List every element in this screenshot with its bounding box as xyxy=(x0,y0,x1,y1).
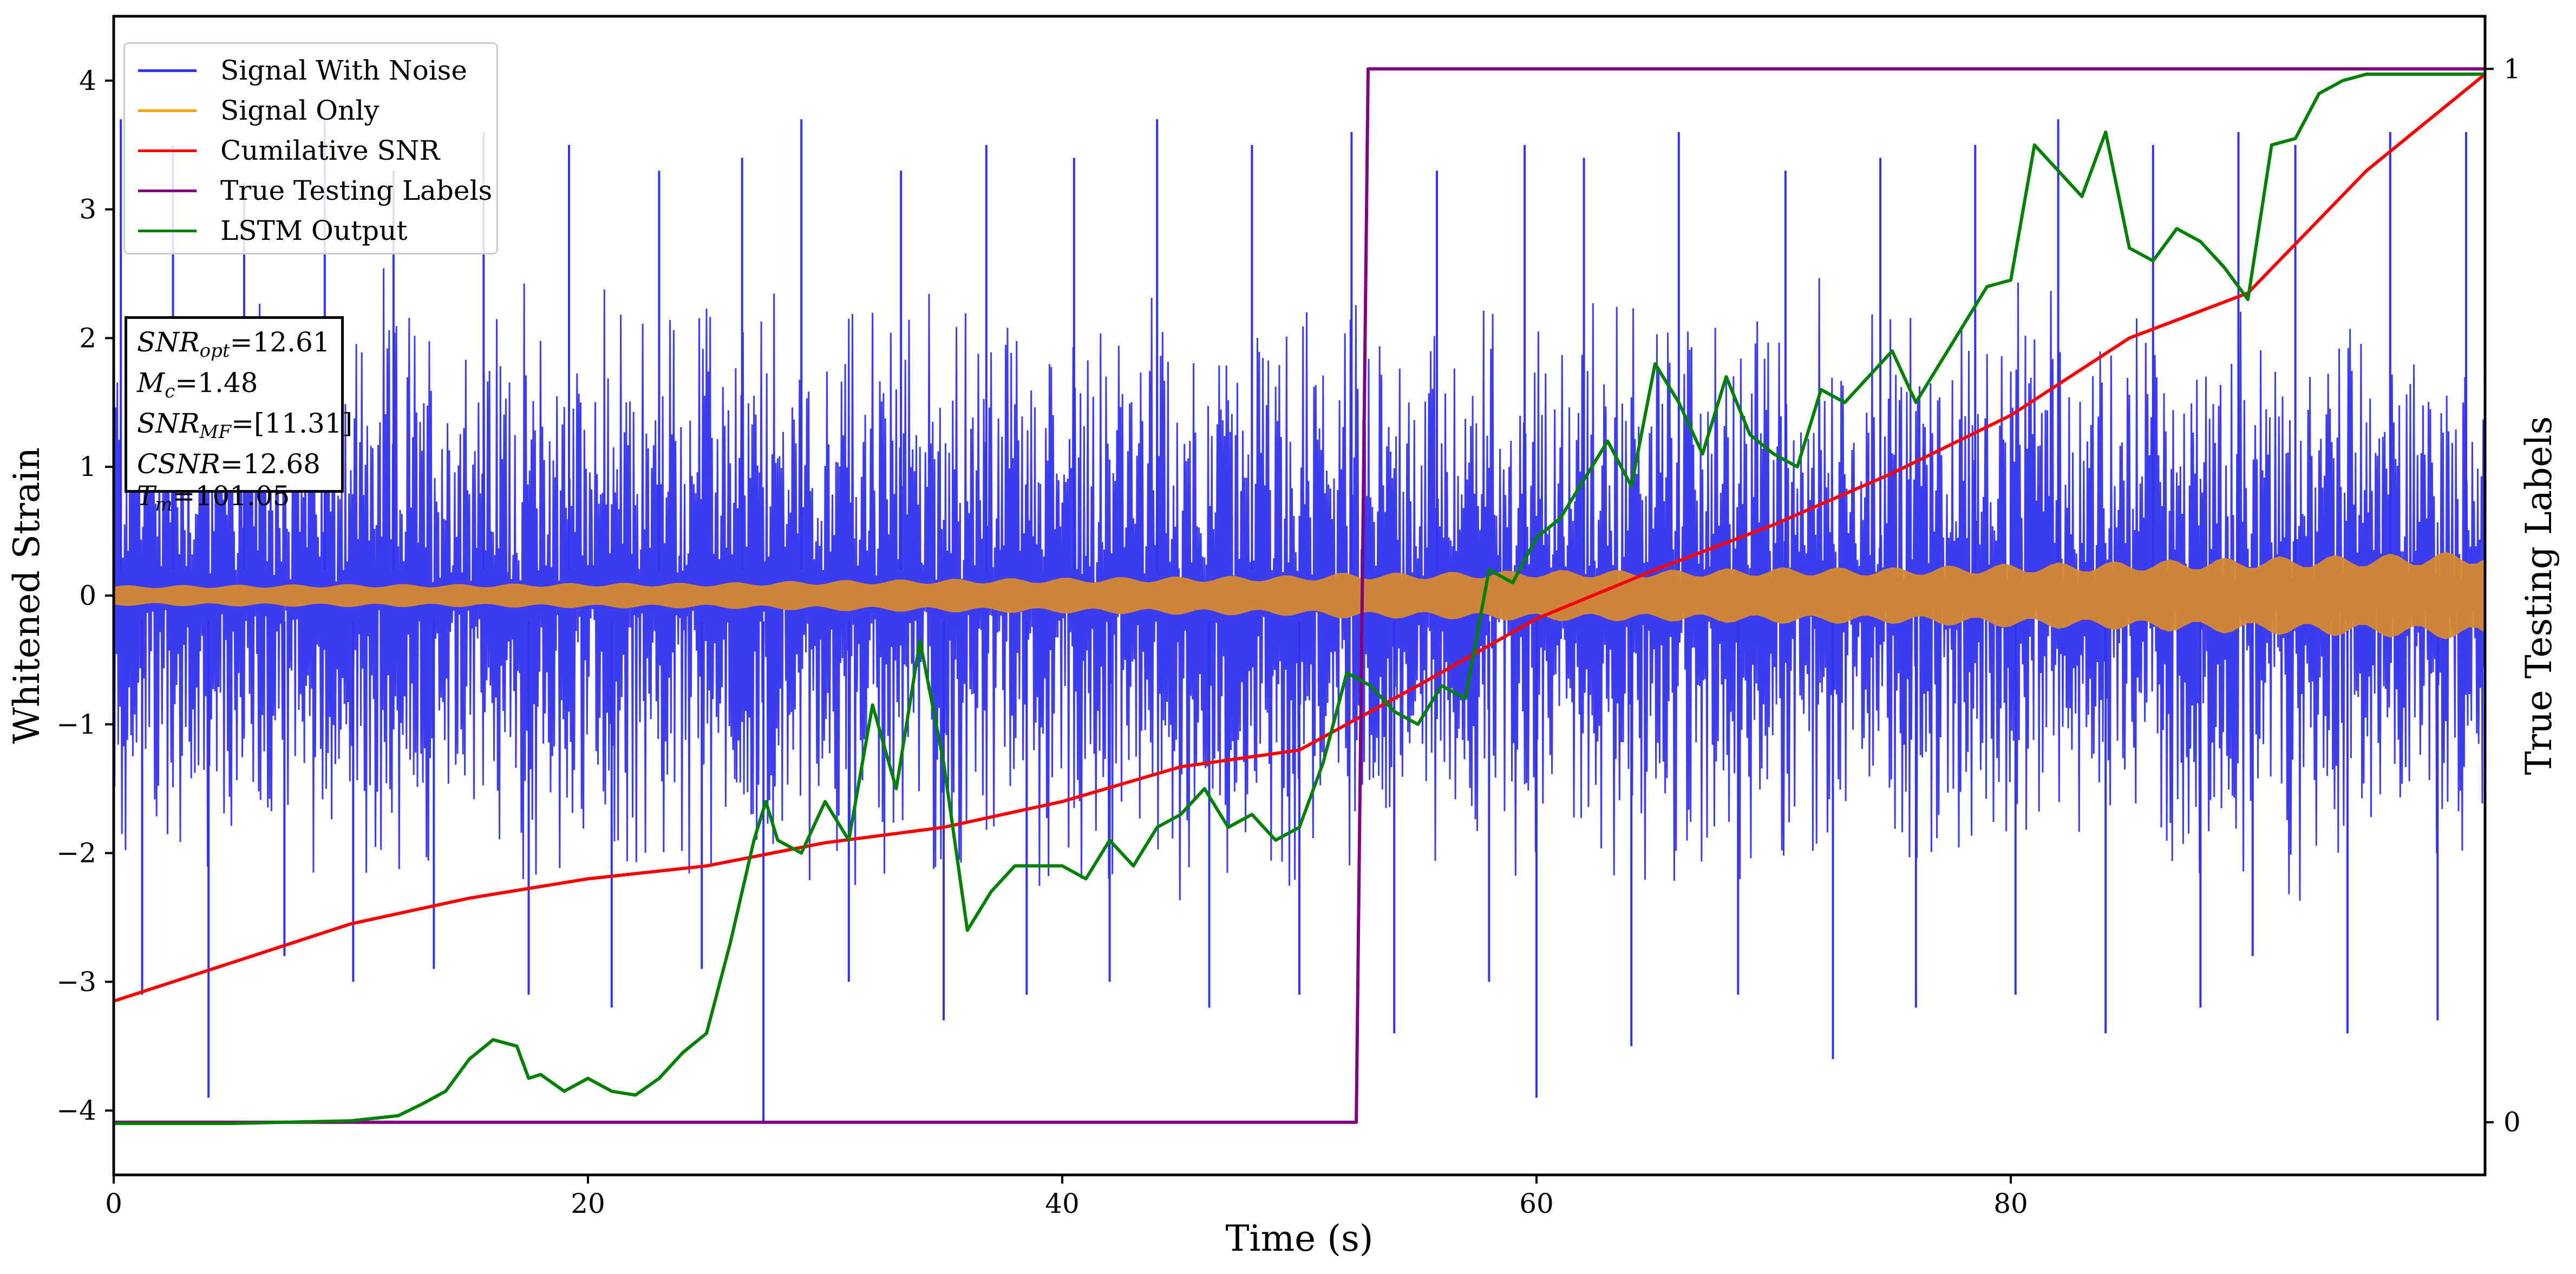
legend-label: Signal With Noise xyxy=(220,55,467,86)
legend-label: Signal Only xyxy=(220,95,380,126)
y-tick-label: 3 xyxy=(79,194,96,225)
y-tick-label: 0 xyxy=(79,580,96,611)
legend-label: True Testing Labels xyxy=(220,175,493,206)
y-tick-label: −3 xyxy=(56,966,96,997)
cumulative-snr-line xyxy=(113,73,2486,1003)
signal-only-series-group xyxy=(114,552,2485,639)
y-tick-label: −4 xyxy=(56,1095,96,1126)
legend-swatch-lstm xyxy=(138,229,197,232)
legend-swatch-labels xyxy=(138,189,197,192)
legend-swatch-noise xyxy=(138,69,197,72)
legend-item-signal-with-noise: Signal With Noise xyxy=(138,50,496,90)
y2-tick-label: 1 xyxy=(2503,53,2521,84)
annotation-line-csnr: CSNR=12.68 xyxy=(137,448,321,480)
annotation-line-snr-opt: SNRopt=12.61 xyxy=(137,326,330,362)
legend-item-signal-only: Signal Only xyxy=(138,90,496,130)
legend: Signal With Noise Signal Only Cumilative… xyxy=(123,42,498,254)
legend-swatch-snr xyxy=(138,149,197,152)
true-labels-line xyxy=(114,67,2485,1124)
legend-item-lstm-output: LSTM Output xyxy=(138,211,496,251)
legend-swatch-signal xyxy=(138,109,197,112)
x-axis-label: Time (s) xyxy=(1225,1218,1373,1259)
x-tick-label: 40 xyxy=(1045,1188,1080,1219)
legend-label: LSTM Output xyxy=(220,215,408,246)
legend-label: Cumilative SNR xyxy=(220,135,440,166)
annotation-line-mc: Mc=1.48 xyxy=(137,367,258,402)
x-tick-label: 20 xyxy=(571,1188,605,1219)
x-tick-label: 80 xyxy=(1993,1188,2028,1219)
annotation-line-snr-mf: SNRMF=[11.31] xyxy=(137,408,353,443)
legend-item-cumulative-snr: Cumilative SNR xyxy=(138,130,496,171)
y-tick-label: −2 xyxy=(56,838,96,869)
y-tick-label: −1 xyxy=(56,709,96,740)
true-labels-series-group xyxy=(114,67,2485,1124)
y-axis-label: Whitened Strain xyxy=(6,447,48,744)
y-tick-label: 4 xyxy=(79,65,96,96)
y2-axis-label: True Testing Labels xyxy=(2518,416,2560,775)
y2-tick-label: 0 xyxy=(2503,1107,2521,1138)
y-tick-label: 1 xyxy=(79,451,96,482)
snr-annotation-box: SNRopt=12.61 Mc=1.48 SNRMF=[11.31] CSNR=… xyxy=(125,316,353,515)
annotation-line-tm: Tm=101.05 xyxy=(137,480,290,515)
y-tick-label: 2 xyxy=(79,322,96,354)
legend-item-true-testing-labels: True Testing Labels xyxy=(138,171,496,211)
lstm-output-line xyxy=(114,73,2485,1125)
cumulative-snr-series-group xyxy=(113,73,2486,1003)
x-tick-label: 0 xyxy=(105,1188,122,1219)
x-tick-label: 60 xyxy=(1519,1188,1554,1219)
lstm-output-series-group xyxy=(114,73,2485,1125)
signal-only-band xyxy=(114,552,2485,639)
